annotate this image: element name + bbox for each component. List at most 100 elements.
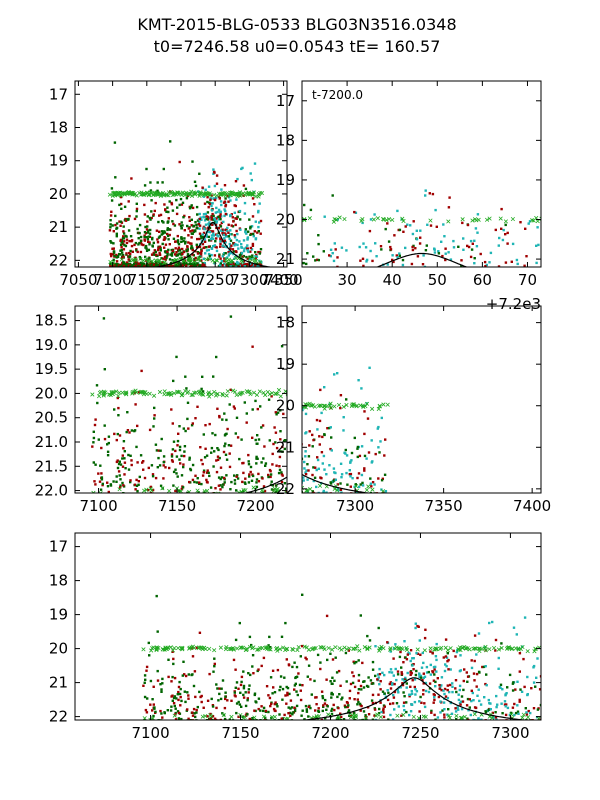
data-point [345, 298, 347, 300]
data-point [361, 723, 363, 725]
x-mark-point [166, 392, 171, 397]
data-point [183, 256, 186, 259]
data-point [196, 219, 200, 222]
data-point [332, 495, 334, 497]
data-point [267, 644, 270, 647]
data-point [538, 724, 540, 726]
data-point [233, 257, 236, 260]
data-point [172, 662, 175, 666]
data-point [389, 248, 393, 251]
data-point [200, 259, 203, 262]
x-mark-point [151, 393, 157, 398]
data-point [534, 685, 537, 688]
data-point [179, 695, 182, 699]
data-point [494, 649, 497, 652]
data-point [543, 280, 545, 282]
data-point [301, 724, 303, 726]
data-point [213, 717, 217, 720]
x-tick-label: 7050 [59, 271, 97, 289]
data-point [517, 712, 520, 715]
data-point [153, 707, 156, 710]
data-point [208, 226, 212, 230]
data-point [374, 242, 377, 245]
data-point [430, 711, 433, 714]
data-point [115, 263, 118, 266]
data-point [129, 235, 133, 238]
data-point [309, 208, 313, 212]
data-point [149, 502, 151, 504]
data-point [353, 711, 356, 715]
data-point [203, 202, 207, 205]
data-point [134, 488, 137, 491]
data-point [374, 718, 378, 720]
data-point [341, 493, 343, 495]
data-point [189, 268, 191, 270]
data-point [524, 227, 527, 230]
data-point [243, 481, 247, 484]
data-point [184, 722, 186, 724]
data-point [227, 254, 230, 257]
data-point [304, 432, 307, 435]
x-mark-point [244, 389, 249, 394]
data-point [167, 494, 169, 496]
data-point [92, 461, 95, 464]
x-mark-point [124, 392, 129, 397]
data-point [208, 201, 211, 204]
data-point [243, 212, 247, 215]
data-point [215, 497, 217, 499]
data-point [301, 722, 303, 724]
data-point [211, 705, 215, 708]
data-point [212, 214, 215, 217]
data-point [122, 248, 126, 251]
x-mark-point [157, 258, 162, 263]
data-point [282, 724, 284, 726]
x-mark-point [201, 392, 206, 397]
data-point [449, 683, 452, 687]
plot-area [141, 593, 541, 727]
data-point [374, 674, 377, 678]
data-point [538, 688, 541, 691]
data-point [194, 715, 197, 719]
data-point [369, 723, 371, 725]
data-point [230, 244, 233, 247]
data-point [236, 177, 239, 181]
data-point [373, 708, 377, 711]
data-point [177, 248, 180, 251]
data-point [158, 268, 160, 270]
data-point [466, 680, 469, 683]
data-point [529, 725, 531, 727]
data-point [253, 709, 256, 712]
data-point [283, 439, 286, 443]
data-point [500, 702, 503, 705]
data-point [352, 674, 355, 678]
data-point [208, 720, 210, 722]
data-point [208, 230, 212, 234]
data-point [102, 317, 106, 320]
data-point [443, 716, 446, 719]
data-point [295, 723, 297, 725]
x-mark-point [216, 491, 221, 493]
data-point [134, 268, 136, 270]
data-point [484, 721, 486, 723]
data-point [458, 723, 460, 725]
x-mark-point [332, 404, 337, 409]
data-point [254, 257, 257, 260]
data-point [161, 677, 164, 681]
data-point [417, 625, 420, 628]
data-point [160, 257, 163, 260]
data-point [471, 721, 473, 723]
x-mark-point [249, 191, 254, 196]
data-point [463, 723, 465, 725]
data-point [398, 252, 401, 255]
x-mark-point [247, 256, 252, 261]
data-point [523, 264, 526, 267]
data-point [436, 716, 440, 719]
data-point [376, 427, 379, 430]
data-point [149, 502, 151, 504]
data-point [148, 243, 151, 246]
data-point [203, 246, 206, 249]
data-point [174, 240, 177, 243]
data-point [412, 657, 415, 660]
data-point [292, 721, 294, 723]
x-mark-point [187, 489, 192, 493]
